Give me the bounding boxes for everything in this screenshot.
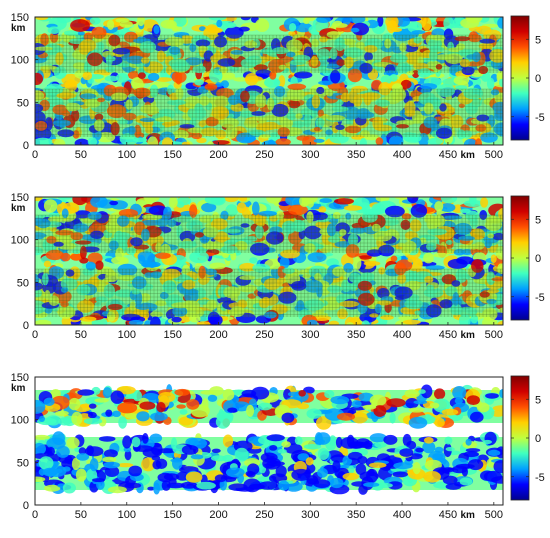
x-tick-label: 200 [209, 509, 227, 521]
x-tick-label: 0 [32, 509, 38, 521]
x-tick-label: 150 [163, 509, 181, 521]
y-tick-label: 150 [11, 372, 29, 384]
x-tick-label: 500 [485, 149, 503, 161]
map-panel-2: 0 50 100 150 200 250 300 350 400 450 500 km 0 50 100 15… [0, 188, 550, 358]
x-tick-label: 200 [209, 329, 227, 341]
x-tick-label: 250 [255, 509, 273, 521]
colorbar-tick-label: 5 [535, 214, 541, 226]
x-tick-label: 350 [347, 509, 365, 521]
plot-frame [34, 16, 504, 146]
plot-frame [34, 196, 504, 326]
x-unit-label: km [460, 150, 475, 161]
x-tick-label: 450 [439, 149, 457, 161]
y-unit-label: km [11, 383, 26, 394]
colorbar-tick-label: -5 [535, 112, 545, 124]
panel-3-svg: 0 50 100 150 200 250 300 350 400 450 500km05010015… [11, 372, 545, 521]
y-tick-label: 150 [11, 12, 29, 24]
x-tick-label: 150 [163, 329, 181, 341]
colorbar-tick-label: 0 [535, 433, 541, 445]
x-tick-label: 150 [163, 149, 181, 161]
x-tick-label: 100 [118, 509, 136, 521]
x-tick-label: 300 [301, 509, 319, 521]
y-tick-label: 50 [17, 457, 29, 469]
colorbar-tick-label: -5 [535, 292, 545, 304]
x-tick-label: 400 [393, 329, 411, 341]
y-tick-label: 50 [17, 97, 29, 109]
colorbar-tick-label: 0 [535, 73, 541, 85]
x-tick-label: 350 [347, 149, 365, 161]
x-tick-label: 450 [439, 509, 457, 521]
y-tick-label: 100 [11, 235, 29, 247]
y-tick-label: 100 [11, 415, 29, 427]
x-tick-label: 450 [439, 329, 457, 341]
field-image [35, 197, 503, 325]
x-unit-label: km [460, 330, 475, 341]
y-tick-label: 150 [11, 192, 29, 204]
x-tick-label: 400 [393, 149, 411, 161]
y-tick-label: 0 [23, 140, 29, 152]
y-unit-label: km [11, 23, 26, 34]
map-panel-1: 0 50 100 150 200 250 300 350 400 450 500 km 0 50 100 15… [0, 8, 550, 178]
x-tick-label: 250 [255, 329, 273, 341]
x-tick-label: 250 [255, 149, 273, 161]
x-tick-label: 0 [32, 329, 38, 341]
y-unit-label: km [11, 203, 26, 214]
y-tick-label: 50 [17, 277, 29, 289]
x-tick-label: 500 [485, 329, 503, 341]
y-tick-label: 100 [11, 55, 29, 67]
panel-2-svg: 0 50 100 150 200 250 300 350 400 450 500km05010015… [11, 192, 545, 341]
colorbar-tick-label: -5 [535, 472, 545, 484]
colorbar-tick-label: 5 [535, 34, 541, 46]
field-image [35, 17, 503, 145]
x-tick-label: 50 [75, 149, 87, 161]
x-tick-label: 400 [393, 509, 411, 521]
x-tick-label: 350 [347, 329, 365, 341]
y-tick-label: 0 [23, 500, 29, 512]
y-tick-label: 0 [23, 320, 29, 332]
map-panel-3: 0 50 100 150 200 250 300 350 400 450 500 km 0 50 100 15… [0, 368, 550, 538]
x-tick-label: 100 [118, 329, 136, 341]
x-tick-label: 200 [209, 149, 227, 161]
x-tick-label: 300 [301, 329, 319, 341]
x-tick-label: 50 [75, 509, 87, 521]
colorbar-tick-label: 0 [535, 253, 541, 265]
colorbar-tick-label: 5 [535, 394, 541, 406]
x-tick-label: 100 [118, 149, 136, 161]
x-unit-label: km [460, 510, 475, 521]
x-tick-label: 500 [485, 509, 503, 521]
x-tick-label: 300 [301, 149, 319, 161]
plot-frame [34, 376, 504, 506]
x-tick-label: 0 [32, 149, 38, 161]
panel-1-svg: 0 50 100 150 200 250 300 350 400 450 500km05010015… [11, 12, 545, 161]
field-image [35, 377, 503, 505]
x-tick-label: 50 [75, 329, 87, 341]
